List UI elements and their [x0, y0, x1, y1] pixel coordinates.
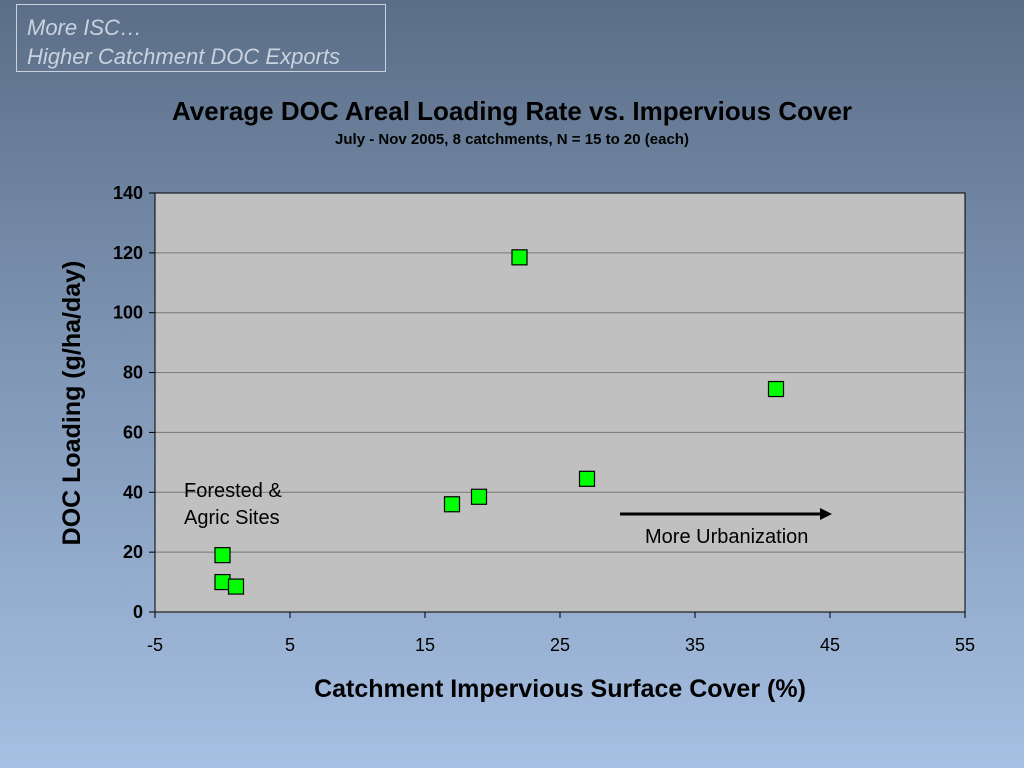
urbanization-annotation: More Urbanization [645, 526, 808, 548]
forested-annotation-line-1: Forested & [184, 480, 282, 502]
y-tick-label: 40 [123, 482, 143, 502]
x-tick-label: 35 [685, 635, 705, 655]
x-tick-label: 5 [285, 635, 295, 655]
y-tick-label: 120 [113, 243, 143, 263]
data-point [214, 547, 231, 564]
y-tick-label: 60 [123, 422, 143, 442]
y-tick-label: 140 [113, 183, 143, 203]
data-point [470, 488, 488, 505]
y-tick-label: 100 [113, 303, 143, 323]
data-point [578, 470, 596, 487]
x-tick-label: 55 [955, 635, 975, 655]
data-point [227, 578, 245, 595]
chart-title: Average DOC Areal Loading Rate vs. Imper… [171, 96, 853, 126]
data-point [214, 573, 231, 591]
data-points [214, 249, 785, 595]
x-tick-labels: -5 5 15 25 35 45 55 [147, 635, 975, 655]
forested-annotation-line-2: Agric Sites [184, 507, 280, 529]
chart-subtitle: July - Nov 2005, 8 catchments, N = 15 to… [335, 131, 689, 148]
y-tick-label: 20 [123, 542, 143, 562]
slide-title-box: More ISC… Higher Catchment DOC Exports [16, 4, 386, 72]
y-tick-label: 0 [133, 602, 143, 622]
y-axis-title: DOC Loading (g/ha/day) [58, 261, 86, 546]
y-tick-label: 80 [123, 363, 143, 383]
x-axis-title: Catchment Impervious Surface Cover (%) [314, 675, 806, 703]
axes [149, 192, 966, 618]
data-point [443, 496, 461, 513]
plot-area [154, 192, 966, 613]
x-tick-label: 45 [820, 635, 840, 655]
urbanization-arrow [620, 508, 832, 520]
x-tick-label: -5 [147, 635, 163, 655]
data-point [511, 249, 528, 266]
x-tick-label: 25 [550, 635, 570, 655]
y-tick-labels: 0 20 40 60 80 100 120 140 [113, 183, 143, 622]
gridlines [155, 252, 965, 553]
data-point [767, 380, 785, 398]
slide-title-line-2: Higher Catchment DOC Exports [27, 44, 340, 69]
slide-title-line-1: More ISC… [27, 15, 142, 40]
x-tick-label: 15 [415, 635, 435, 655]
